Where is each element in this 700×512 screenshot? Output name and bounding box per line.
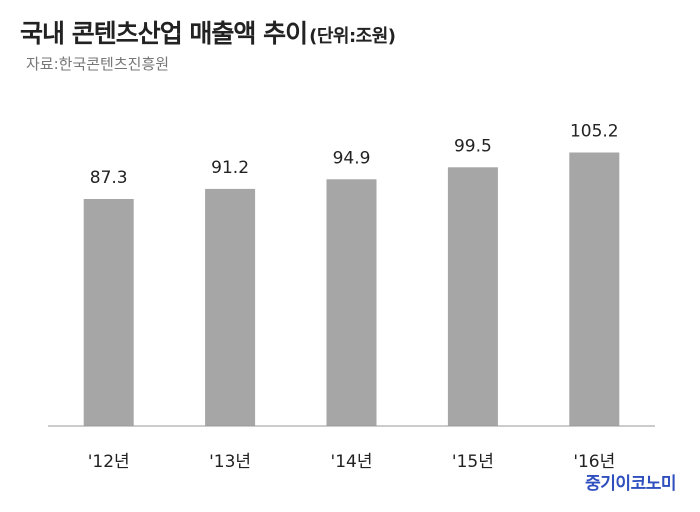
bars-group	[83, 152, 620, 427]
category-label-1: '13년	[209, 452, 251, 472]
category-labels-group: '12년 '13년 '14년 '15년 '16년	[88, 452, 616, 472]
chart-title: 국내 콘텐츠산업 매출액 추이	[20, 19, 308, 48]
value-label-0: 87.3	[90, 168, 128, 188]
bar-2	[326, 179, 377, 426]
value-label-1: 91.2	[211, 158, 249, 178]
bar-1	[205, 188, 256, 426]
category-label-2: '14년	[331, 452, 373, 472]
unit-label: (단위:조원)	[309, 26, 396, 47]
bar-3	[447, 167, 498, 427]
category-label-4: '16년	[573, 452, 615, 472]
value-label-3: 99.5	[454, 136, 492, 156]
bar-0	[83, 199, 134, 426]
category-label-3: '15년	[452, 452, 494, 472]
source-note: 자료:한국콘텐츠진흥원	[26, 55, 170, 73]
brand-logo: 중기이코노미	[585, 474, 676, 494]
value-label-2: 94.9	[333, 148, 371, 168]
bar-4	[569, 152, 620, 426]
value-labels-group: 87.3 91.2 94.9 99.5 105.2	[90, 122, 619, 189]
category-label-0: '12년	[88, 452, 130, 472]
chart-header: 국내 콘텐츠산업 매출액 추이 (단위:조원)	[20, 14, 396, 50]
value-label-4: 105.2	[570, 122, 619, 142]
